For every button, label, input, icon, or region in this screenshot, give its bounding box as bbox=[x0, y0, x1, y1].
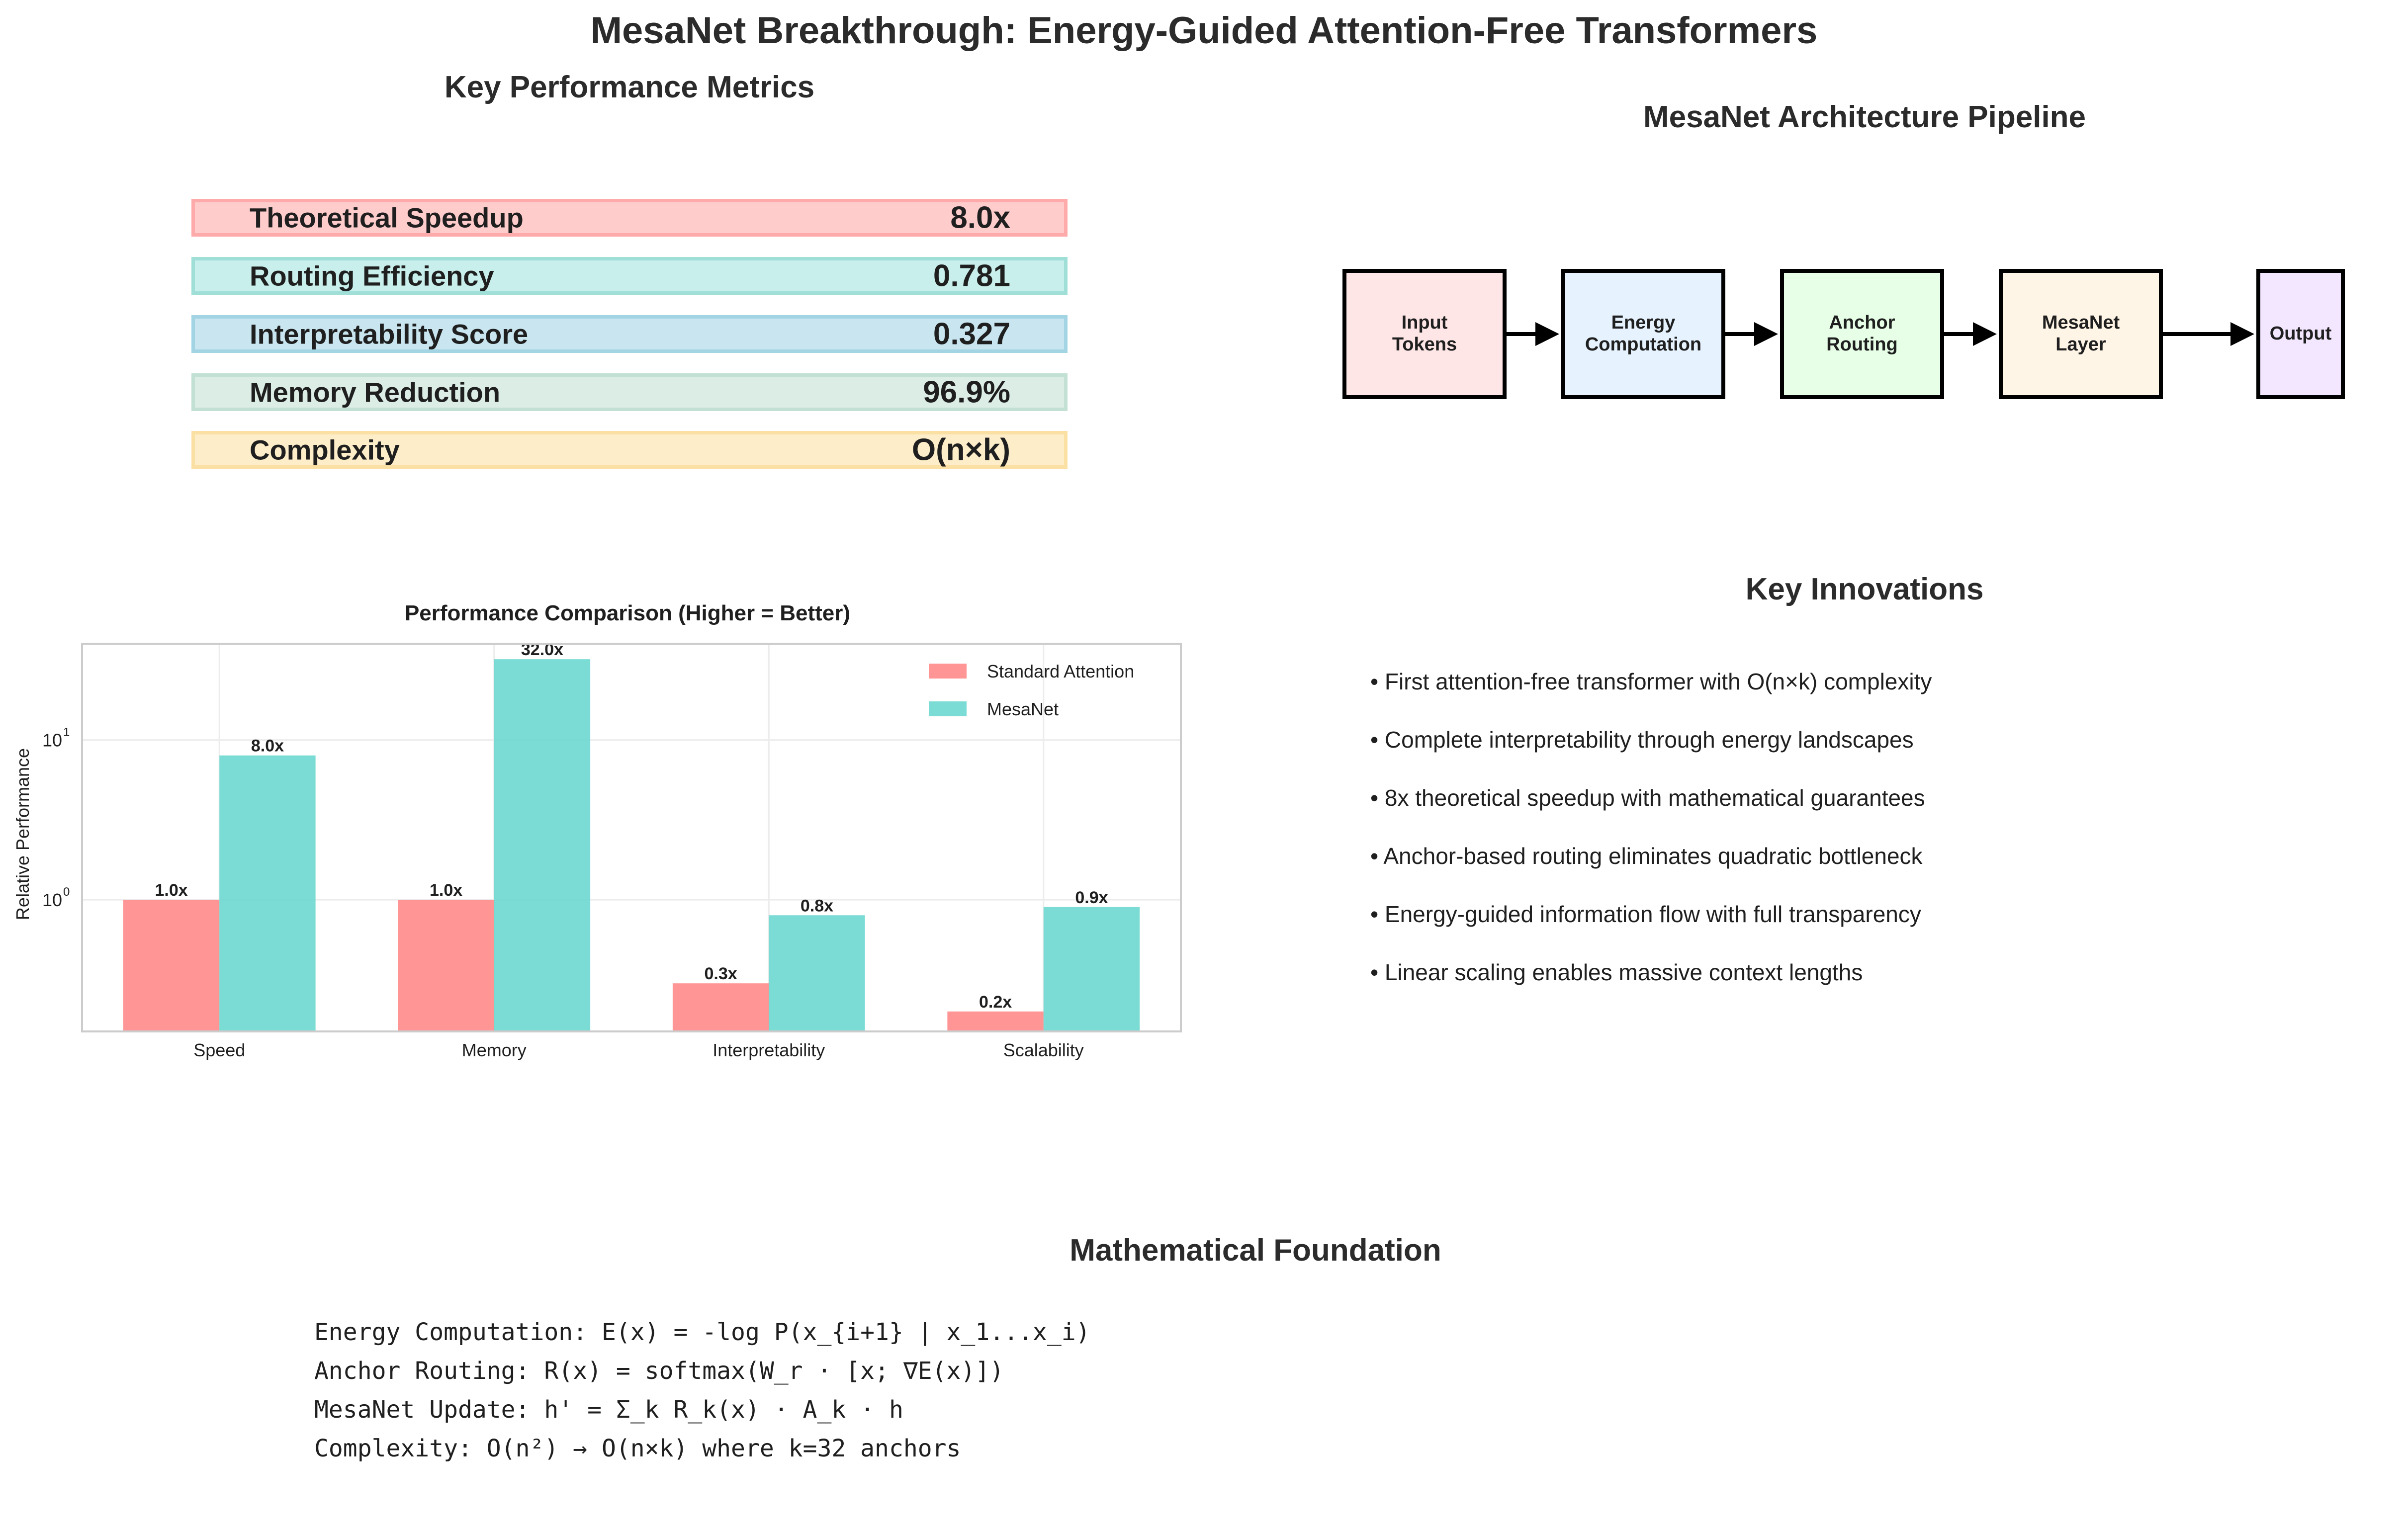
x-tick-label: Speed bbox=[193, 1040, 245, 1060]
pipeline-arrows bbox=[1507, 322, 2254, 346]
math-heading: Mathematical Foundation bbox=[1070, 1233, 1441, 1268]
legend-swatch bbox=[929, 664, 967, 679]
pipeline-stage-label: Input Tokens bbox=[1392, 312, 1457, 355]
metric-value: O(n×k) bbox=[911, 432, 1010, 467]
chart-x-tick-labels: Speed Memory Interpretability Scalability bbox=[193, 1040, 1084, 1060]
chart-y-axis-label: Relative Performance bbox=[12, 748, 33, 920]
innovation-item: • First attention-free transformer with … bbox=[1370, 669, 1932, 694]
chart-title: Performance Comparison (Higher = Better) bbox=[405, 601, 850, 625]
metric-row-memory-reduction: Memory Reduction 96.9% bbox=[191, 373, 1068, 411]
innovation-item: • Anchor-based routing eliminates quadra… bbox=[1370, 843, 1923, 869]
innovations-heading: Key Innovations bbox=[1745, 572, 1984, 606]
math-equation-line: Complexity: O(n²) → O(n×k) where k=32 an… bbox=[314, 1435, 961, 1462]
bar-mesanet bbox=[494, 659, 591, 1031]
bar-value-label: 8.0x bbox=[251, 737, 284, 756]
innovation-item: • Linear scaling enables massive context… bbox=[1370, 959, 1863, 985]
y-tick-exponent: 0 bbox=[63, 885, 70, 899]
bar-standard-attention bbox=[672, 983, 769, 1031]
metric-label: Memory Reduction bbox=[250, 376, 501, 408]
pipeline-stage-energy-computation: Energy Computation bbox=[1561, 269, 1725, 399]
bar-value-label: 0.3x bbox=[704, 964, 737, 983]
bar-value-label: 0.9x bbox=[1075, 888, 1108, 907]
chart-plot-frame bbox=[81, 643, 1182, 1032]
metric-row-interpretability: Interpretability Score 0.327 bbox=[191, 315, 1068, 353]
metric-label: Complexity bbox=[250, 434, 400, 466]
pipeline-stage-label: Output bbox=[2269, 323, 2332, 344]
pipeline-stage-label: Energy Computation bbox=[1585, 312, 1702, 355]
bar-value-label: 1.0x bbox=[430, 881, 462, 900]
bar-mesanet bbox=[769, 915, 865, 1031]
page-title: MesaNet Breakthrough: Energy-Guided Atte… bbox=[590, 9, 1818, 52]
y-tick-exponent: 1 bbox=[63, 726, 70, 739]
metric-label: Theoretical Speedup bbox=[250, 202, 524, 234]
performance-comparison-chart: Performance Comparison (Higher = Better)… bbox=[12, 601, 1182, 1060]
x-tick-label: Scalability bbox=[1003, 1040, 1084, 1060]
metric-row-speedup: Theoretical Speedup 8.0x bbox=[191, 199, 1068, 237]
pipeline-stage-anchor-routing: Anchor Routing bbox=[1780, 269, 1944, 399]
metrics-heading: Key Performance Metrics bbox=[444, 70, 815, 104]
bar-value-label: 1.0x bbox=[155, 881, 187, 900]
bar-standard-attention bbox=[947, 1011, 1044, 1031]
pipeline-stage-output: Output bbox=[2256, 269, 2345, 399]
bar-standard-attention bbox=[398, 900, 494, 1031]
metric-label: Routing Efficiency bbox=[250, 260, 494, 292]
y-tick-label: 10 bbox=[42, 890, 62, 910]
bar-mesanet bbox=[219, 755, 316, 1031]
metric-value: 96.9% bbox=[923, 375, 1010, 410]
y-tick-label: 10 bbox=[42, 730, 62, 751]
chart-bars bbox=[123, 659, 1140, 1031]
bar-mesanet bbox=[1043, 907, 1140, 1031]
legend-swatch bbox=[929, 701, 967, 716]
legend-label: Standard Attention bbox=[987, 661, 1134, 681]
pipeline-heading: MesaNet Architecture Pipeline bbox=[1643, 100, 2086, 134]
innovation-item: • Complete interpretability through ener… bbox=[1370, 727, 1914, 753]
pipeline-stage-mesanet-layer: MesaNet Layer bbox=[1999, 269, 2163, 399]
metric-row-complexity: Complexity O(n×k) bbox=[191, 431, 1068, 469]
innovation-item: • Energy-guided information flow with fu… bbox=[1370, 901, 1921, 927]
bar-value-label: 0.8x bbox=[801, 896, 833, 915]
metric-value: 0.781 bbox=[933, 258, 1010, 293]
math-equation-line: Anchor Routing: R(x) = softmax(W_r · [x;… bbox=[314, 1357, 1004, 1385]
x-tick-label: Memory bbox=[462, 1040, 527, 1060]
math-equation-line: Energy Computation: E(x) = -log P(x_{i+1… bbox=[314, 1318, 1090, 1346]
bar-value-label: 0.2x bbox=[979, 993, 1012, 1012]
math-equation-line: MesaNet Update: h' = Σ_k R_k(x) · A_k · … bbox=[314, 1396, 903, 1424]
pipeline-stage-label: Anchor Routing bbox=[1826, 312, 1898, 355]
innovation-item: • 8x theoretical speedup with mathematic… bbox=[1370, 785, 1925, 811]
metric-value: 8.0x bbox=[950, 200, 1010, 235]
chart-legend: Standard Attention MesaNet bbox=[929, 661, 1134, 719]
pipeline-stage-input-tokens: Input Tokens bbox=[1342, 269, 1507, 399]
pipeline-stage-label: MesaNet Layer bbox=[2042, 312, 2120, 355]
legend-label: MesaNet bbox=[987, 699, 1059, 719]
bar-standard-attention bbox=[123, 900, 220, 1031]
metric-label: Interpretability Score bbox=[250, 318, 529, 350]
metric-row-routing-efficiency: Routing Efficiency 0.781 bbox=[191, 257, 1068, 295]
x-tick-label: Interpretability bbox=[713, 1040, 825, 1060]
metric-value: 0.327 bbox=[933, 317, 1010, 351]
